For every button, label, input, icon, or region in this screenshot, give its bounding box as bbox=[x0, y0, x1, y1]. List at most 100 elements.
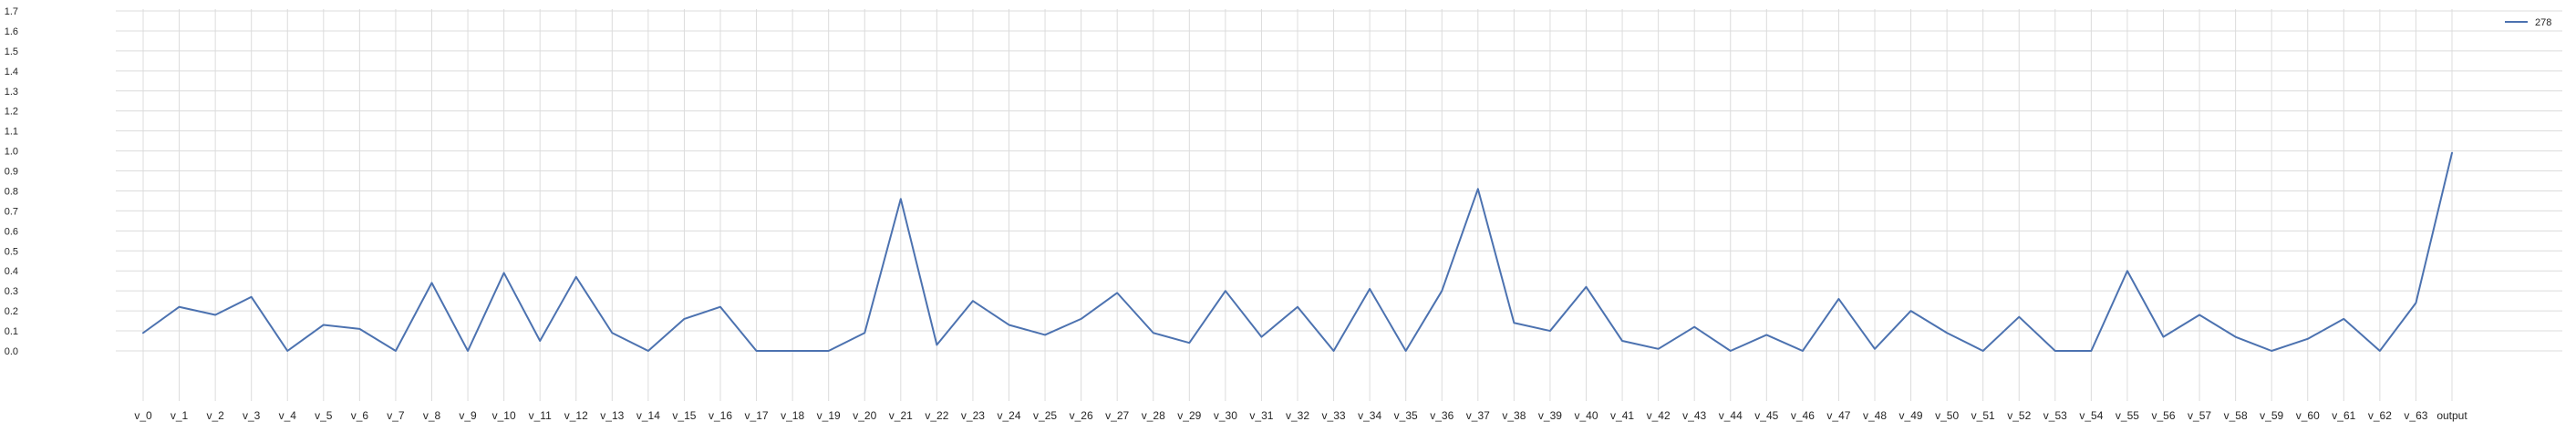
data-point bbox=[1693, 326, 1695, 328]
data-point bbox=[395, 350, 397, 352]
data-point bbox=[2379, 350, 2381, 352]
x-tick-label: v_24 bbox=[997, 409, 1020, 422]
x-tick-label: v_49 bbox=[1899, 409, 1923, 422]
data-point bbox=[323, 324, 325, 325]
x-tick-label: v_30 bbox=[1214, 409, 1237, 422]
x-tick-label: v_47 bbox=[1826, 409, 1850, 422]
x-tick-label: v_18 bbox=[781, 409, 804, 422]
data-point bbox=[611, 332, 613, 334]
y-tick-label: 0.2 bbox=[5, 306, 18, 317]
x-tick-label: v_36 bbox=[1430, 409, 1454, 422]
x-tick-label: v_33 bbox=[1322, 409, 1346, 422]
data-point bbox=[1621, 340, 1623, 342]
x-tick-label: v_22 bbox=[925, 409, 948, 422]
data-point bbox=[251, 296, 253, 298]
data-point bbox=[431, 282, 433, 283]
y-tick-label: 0.9 bbox=[5, 167, 18, 178]
data-point bbox=[575, 276, 577, 278]
y-tick-label: 1.4 bbox=[5, 67, 18, 77]
data-point bbox=[539, 340, 541, 342]
data-point bbox=[900, 198, 902, 200]
x-tick-label: v_23 bbox=[961, 409, 985, 422]
data-point bbox=[756, 350, 758, 352]
data-point bbox=[1513, 322, 1515, 324]
x-tick-label: v_29 bbox=[1177, 409, 1201, 422]
data-point bbox=[1441, 290, 1443, 292]
x-tick-label: v_17 bbox=[745, 409, 769, 422]
y-tick-label: 0.8 bbox=[5, 186, 18, 197]
data-point bbox=[1586, 286, 1588, 288]
legend-label: 278 bbox=[2535, 17, 2551, 28]
data-point bbox=[1658, 348, 1660, 350]
x-tick-label: v_46 bbox=[1791, 409, 1815, 422]
data-point bbox=[1153, 332, 1154, 334]
x-tick-label: v_5 bbox=[315, 409, 333, 422]
x-tick-label: v_8 bbox=[423, 409, 441, 422]
x-gridlines bbox=[142, 9, 2453, 401]
data-point bbox=[1044, 334, 1046, 335]
data-point bbox=[1982, 350, 1984, 352]
x-tick-labels: v_0 v_1 v_2 v_3 v_4 v_5 v_6 v_7 v_8 v_9 v_10 v_11 v_… bbox=[134, 409, 2467, 422]
x-tick-label: v_48 bbox=[1863, 409, 1887, 422]
y-tick-label: 1.5 bbox=[5, 46, 18, 57]
data-point bbox=[1188, 342, 1190, 344]
data-point bbox=[2271, 350, 2272, 352]
x-tick-label: v_42 bbox=[1647, 409, 1671, 422]
x-tick-label: v_63 bbox=[2404, 409, 2427, 422]
data-point bbox=[467, 350, 469, 352]
x-tick-label: v_27 bbox=[1105, 409, 1129, 422]
x-tick-label: v_4 bbox=[279, 409, 297, 422]
data-point bbox=[647, 350, 649, 352]
x-tick-label: v_11 bbox=[529, 409, 552, 422]
x-tick-label: v_37 bbox=[1466, 409, 1490, 422]
data-point bbox=[972, 300, 974, 302]
data-point bbox=[1837, 298, 1839, 300]
x-tick-label: v_45 bbox=[1754, 409, 1778, 422]
x-tick-label: v_1 bbox=[171, 409, 189, 422]
x-tick-label: v_41 bbox=[1610, 409, 1634, 422]
data-point bbox=[1369, 288, 1371, 290]
data-point bbox=[1297, 306, 1298, 308]
data-point bbox=[1910, 310, 1912, 312]
x-tick-label: v_44 bbox=[1719, 409, 1743, 422]
x-tick-label: v_13 bbox=[600, 409, 624, 422]
x-tick-label: v_58 bbox=[2224, 409, 2248, 422]
x-tick-label: v_50 bbox=[1935, 409, 1959, 422]
data-point bbox=[358, 328, 360, 330]
data-point bbox=[828, 350, 830, 352]
x-tick-label: v_19 bbox=[817, 409, 841, 422]
data-point bbox=[2163, 336, 2165, 338]
data-point bbox=[2307, 338, 2309, 340]
x-tick-label: v_15 bbox=[672, 409, 696, 422]
y-tick-label: 1.2 bbox=[5, 107, 18, 118]
x-tick-label: v_52 bbox=[2007, 409, 2031, 422]
x-tick-label: v_34 bbox=[1358, 409, 1381, 422]
x-tick-label: v_14 bbox=[636, 409, 660, 422]
data-point bbox=[1225, 290, 1226, 292]
x-tick-label: v_7 bbox=[387, 409, 405, 422]
y-tick-label: 0.6 bbox=[5, 226, 18, 237]
data-point bbox=[1549, 330, 1551, 332]
y-tick-label: 0.7 bbox=[5, 206, 18, 217]
series-lines bbox=[142, 151, 2453, 352]
x-tick-label: v_39 bbox=[1538, 409, 1562, 422]
data-point bbox=[1405, 350, 1407, 352]
x-tick-label: v_28 bbox=[1142, 409, 1165, 422]
x-tick-label: v_3 bbox=[243, 409, 261, 422]
data-point bbox=[1946, 332, 1948, 334]
x-tick-label: v_61 bbox=[2332, 409, 2355, 422]
x-tick-label: v_32 bbox=[1286, 409, 1309, 422]
data-point bbox=[864, 332, 865, 334]
data-point bbox=[1260, 336, 1262, 338]
x-tick-label: v_59 bbox=[2260, 409, 2283, 422]
y-tick-label: 1.6 bbox=[5, 26, 18, 37]
y-tick-label: 1.1 bbox=[5, 127, 18, 138]
data-point bbox=[1765, 334, 1767, 335]
x-tick-label: v_20 bbox=[853, 409, 876, 422]
data-point bbox=[503, 272, 505, 273]
x-tick-label: v_55 bbox=[2116, 409, 2139, 422]
y-gridlines bbox=[116, 10, 2562, 352]
